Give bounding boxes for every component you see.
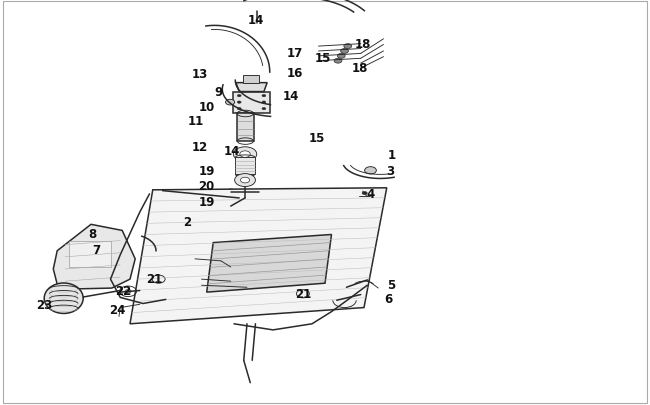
Text: 19: 19 [198,164,215,177]
Circle shape [337,54,345,59]
Circle shape [362,192,367,195]
Text: 9: 9 [214,86,222,99]
Text: 12: 12 [191,141,207,153]
Polygon shape [130,188,387,324]
Text: 23: 23 [36,298,52,311]
Circle shape [125,290,131,294]
Text: 22: 22 [114,284,131,297]
Bar [69,241,111,267]
Circle shape [341,49,348,54]
Text: 20: 20 [199,180,215,193]
Text: 19: 19 [198,195,215,208]
Text: 14: 14 [282,90,299,103]
Circle shape [262,95,266,98]
Text: 15: 15 [308,132,325,145]
Text: 18: 18 [352,62,369,75]
Circle shape [240,151,250,158]
Polygon shape [237,114,254,142]
Circle shape [262,102,266,104]
Circle shape [262,108,266,111]
Bar [243,76,259,83]
Circle shape [237,108,241,111]
Text: 1: 1 [388,148,396,161]
Polygon shape [236,83,267,92]
Circle shape [237,102,241,104]
Text: 7: 7 [92,243,100,256]
Circle shape [334,59,342,64]
Text: 14: 14 [247,14,264,27]
Text: 8: 8 [88,228,96,241]
Text: 10: 10 [199,100,215,113]
Text: 4: 4 [367,188,374,200]
Text: 15: 15 [315,52,332,65]
Text: 16: 16 [286,67,303,80]
Bar [235,158,255,175]
Text: 2: 2 [183,215,191,228]
Ellipse shape [44,284,83,313]
Circle shape [226,100,235,106]
Polygon shape [53,225,135,290]
Text: 13: 13 [192,68,208,81]
Circle shape [226,190,236,196]
Circle shape [233,147,257,162]
Circle shape [365,167,376,175]
Text: 18: 18 [354,38,371,51]
Circle shape [344,45,352,49]
Text: 14: 14 [224,144,240,157]
Text: 21: 21 [295,287,311,300]
Text: 11: 11 [188,115,204,128]
Text: 24: 24 [109,304,126,317]
Circle shape [240,178,250,183]
Text: 21: 21 [146,272,162,285]
Polygon shape [233,92,270,113]
Circle shape [237,95,241,98]
Polygon shape [207,235,332,292]
Text: 6: 6 [385,292,393,305]
Text: 5: 5 [387,278,395,291]
Text: 17: 17 [286,47,302,60]
Text: 3: 3 [387,164,395,177]
Circle shape [235,174,255,187]
